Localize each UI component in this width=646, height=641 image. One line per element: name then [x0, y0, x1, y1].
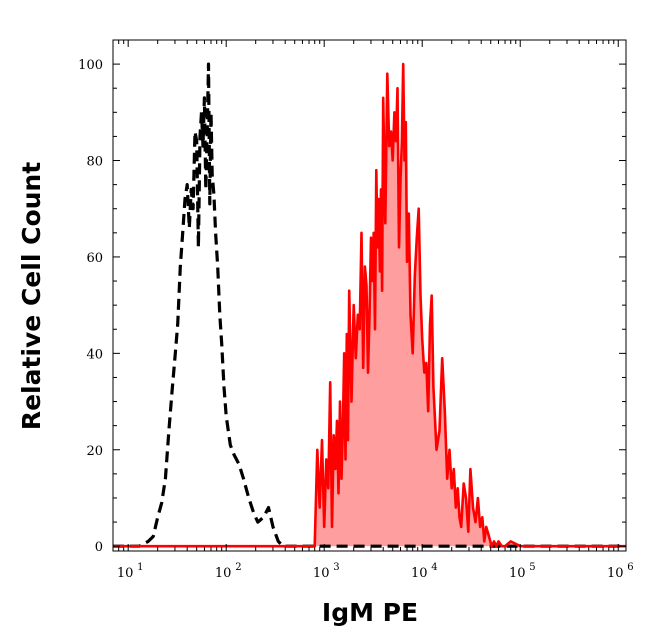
sample-fill-layer: [113, 64, 626, 547]
plot-frame: [112, 39, 627, 552]
y-tick-label: 60: [86, 251, 103, 266]
sample-area-fill: [113, 64, 626, 547]
x-tick-exponent: 1: [137, 562, 143, 573]
y-tick-label: 40: [86, 347, 103, 362]
x-tick-label: 10: [509, 566, 526, 581]
series-line-layer: [113, 62, 626, 548]
x-tick-exponent: 2: [235, 562, 241, 573]
control-series-line: [113, 62, 626, 548]
x-tick-label: 10: [607, 566, 624, 581]
x-tick-exponent: 6: [627, 562, 633, 573]
x-tick-label: 10: [215, 566, 232, 581]
x-axis-title: IgM PE: [322, 598, 418, 627]
y-tick-label: 0: [95, 540, 103, 555]
x-tick-exponent: 4: [431, 562, 437, 573]
x-tick-exponent: 3: [333, 562, 339, 573]
x-tick-label: 10: [313, 566, 330, 581]
x-tick-label: 10: [411, 566, 428, 581]
y-tick-label: 80: [86, 155, 103, 170]
y-tick-label: 20: [86, 444, 103, 459]
x-tick-label: 10: [117, 566, 134, 581]
x-tick-exponent: 5: [529, 562, 535, 573]
sample-series-line: [113, 62, 626, 548]
y-tick-label: 100: [78, 58, 103, 73]
y-axis-title: Relative Cell Count: [17, 162, 46, 430]
